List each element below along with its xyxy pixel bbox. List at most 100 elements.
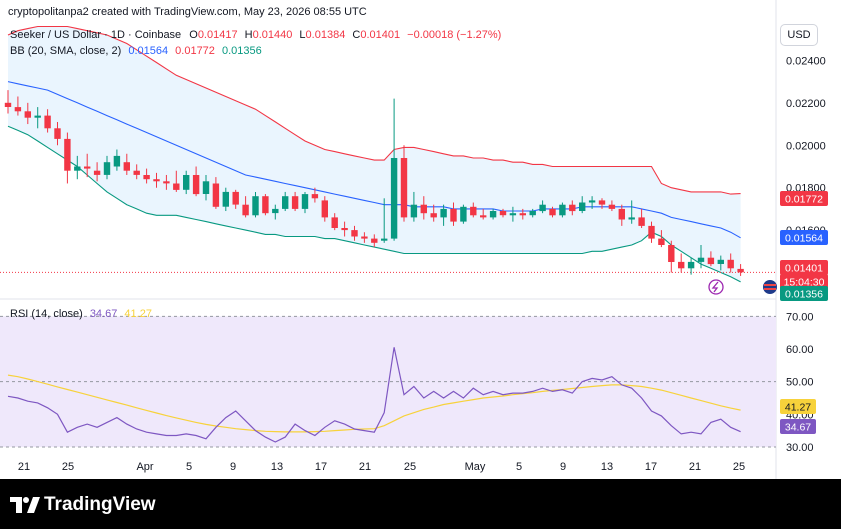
candle-body bbox=[282, 196, 289, 209]
candle-body bbox=[390, 158, 398, 239]
candle-body bbox=[678, 261, 685, 269]
rsi-badge bbox=[780, 399, 816, 414]
candle-body bbox=[579, 202, 586, 211]
candle-body bbox=[499, 211, 507, 216]
candle-body bbox=[4, 102, 12, 107]
ohlc-change: −0.00018 (−1.27%) bbox=[407, 29, 502, 41]
candle-body bbox=[400, 158, 408, 218]
candle-body bbox=[34, 115, 41, 118]
candle-body bbox=[123, 162, 130, 171]
bb-title: BB (20, SMA, close, 2) bbox=[10, 45, 122, 57]
rsi-legend: RSI (14, close) 34.67 41.27 bbox=[10, 308, 152, 320]
candle-body bbox=[440, 208, 447, 218]
price-badge-label: 0.01564 bbox=[785, 233, 823, 245]
price-badge bbox=[780, 260, 828, 275]
rsi-ma-line bbox=[7, 374, 741, 433]
candle-body bbox=[272, 208, 279, 214]
time-tick-label: 25 bbox=[404, 461, 416, 473]
tradingview-logo[interactable]: TradingView bbox=[10, 494, 156, 516]
candle-body bbox=[509, 213, 517, 216]
time-tick-label: 21 bbox=[359, 461, 371, 473]
time-tick-label: 13 bbox=[601, 461, 613, 473]
candle-body bbox=[628, 217, 635, 220]
us-flag-stripe bbox=[764, 288, 776, 290]
candle-body bbox=[727, 259, 734, 269]
bb-basis-line bbox=[7, 81, 741, 239]
candle-body bbox=[173, 183, 180, 190]
rsi-value: 34.67 bbox=[89, 308, 118, 320]
candle-body bbox=[658, 238, 665, 245]
rsi-badge-label: 34.67 bbox=[785, 422, 811, 434]
candle-body bbox=[707, 257, 715, 265]
candle-body bbox=[212, 183, 220, 207]
candle-body bbox=[470, 206, 477, 216]
candle-body bbox=[291, 196, 299, 209]
candle-body bbox=[341, 228, 348, 231]
candle-body bbox=[588, 200, 596, 203]
bb-lower-line bbox=[7, 125, 741, 283]
time-tick-label: 25 bbox=[733, 461, 745, 473]
price-chart[interactable]: 0.024000.022000.020000.018000.016000.017… bbox=[0, 0, 841, 479]
price-tick-label: 0.02400 bbox=[786, 55, 826, 67]
candle-body bbox=[14, 107, 22, 112]
price-badge bbox=[780, 274, 828, 289]
rsi-tick-label: 50.00 bbox=[786, 377, 814, 389]
candle-body bbox=[183, 175, 190, 190]
time-tick-label: 9 bbox=[230, 461, 236, 473]
ohlc-open: O0.01417 bbox=[189, 29, 238, 41]
symbol-legend: Seeker / US Dollar · 1D · Coinbase O0.01… bbox=[10, 29, 501, 41]
candle-body bbox=[133, 170, 140, 175]
price-badge bbox=[780, 230, 828, 245]
candle-body bbox=[311, 194, 319, 199]
candle-body bbox=[460, 206, 467, 222]
candle-body bbox=[153, 179, 160, 182]
rsi-tick-label: 30.00 bbox=[786, 442, 814, 454]
candle-body bbox=[143, 175, 150, 180]
candle-body bbox=[202, 181, 210, 194]
candle-body bbox=[54, 128, 61, 139]
ohlc-low: L0.01384 bbox=[299, 29, 346, 41]
price-tick-label: 0.02200 bbox=[786, 98, 826, 110]
time-tick-label: 21 bbox=[689, 461, 701, 473]
rsi-ma-value: 41.27 bbox=[124, 308, 152, 320]
time-tick-label: 9 bbox=[560, 461, 566, 473]
time-tick-label: May bbox=[465, 461, 486, 473]
chart-credit: cryptopolitanpa2 created with TradingVie… bbox=[8, 6, 367, 18]
candle-body bbox=[232, 191, 239, 205]
price-badge-label: 0.01772 bbox=[785, 194, 823, 206]
candle-body bbox=[321, 200, 328, 218]
candle-body bbox=[24, 111, 31, 118]
candle-body bbox=[549, 208, 556, 216]
bb-legend: BB (20, SMA, close, 2) 0.01564 0.01772 0… bbox=[10, 45, 262, 57]
candle-body bbox=[697, 257, 705, 262]
candle-body bbox=[618, 208, 625, 220]
bb-basis-value: 0.01564 bbox=[128, 45, 169, 57]
price-badge-label: 0.01401 bbox=[785, 263, 823, 275]
candle-body bbox=[430, 213, 437, 218]
candle-body bbox=[331, 217, 338, 228]
candle-body bbox=[668, 245, 675, 262]
candle-body bbox=[371, 238, 378, 243]
bb-upper-value: 0.01772 bbox=[175, 45, 215, 57]
candle-body bbox=[262, 196, 269, 214]
time-tick-label: 17 bbox=[645, 461, 657, 473]
candle-body bbox=[301, 194, 309, 209]
time-tick-label: 21 bbox=[18, 461, 30, 473]
candle-body bbox=[84, 166, 91, 169]
candle-body bbox=[450, 208, 457, 222]
rsi-tick-label: 60.00 bbox=[786, 344, 814, 356]
tradingview-logo-text: TradingView bbox=[44, 494, 156, 515]
candle-body bbox=[687, 261, 695, 269]
candle-body bbox=[351, 230, 358, 237]
rsi-line bbox=[7, 347, 741, 443]
candle-body bbox=[569, 204, 576, 212]
alert-icon bbox=[708, 279, 724, 295]
time-tick-label: 13 bbox=[271, 461, 283, 473]
currency-button[interactable]: USD bbox=[780, 24, 818, 46]
price-tick-label: 0.02000 bbox=[786, 140, 826, 152]
alert-icon-bolt bbox=[711, 281, 719, 293]
candle-body bbox=[222, 191, 229, 207]
candle-body bbox=[74, 166, 81, 171]
candle-body bbox=[103, 162, 111, 175]
time-tick-label: 5 bbox=[186, 461, 192, 473]
